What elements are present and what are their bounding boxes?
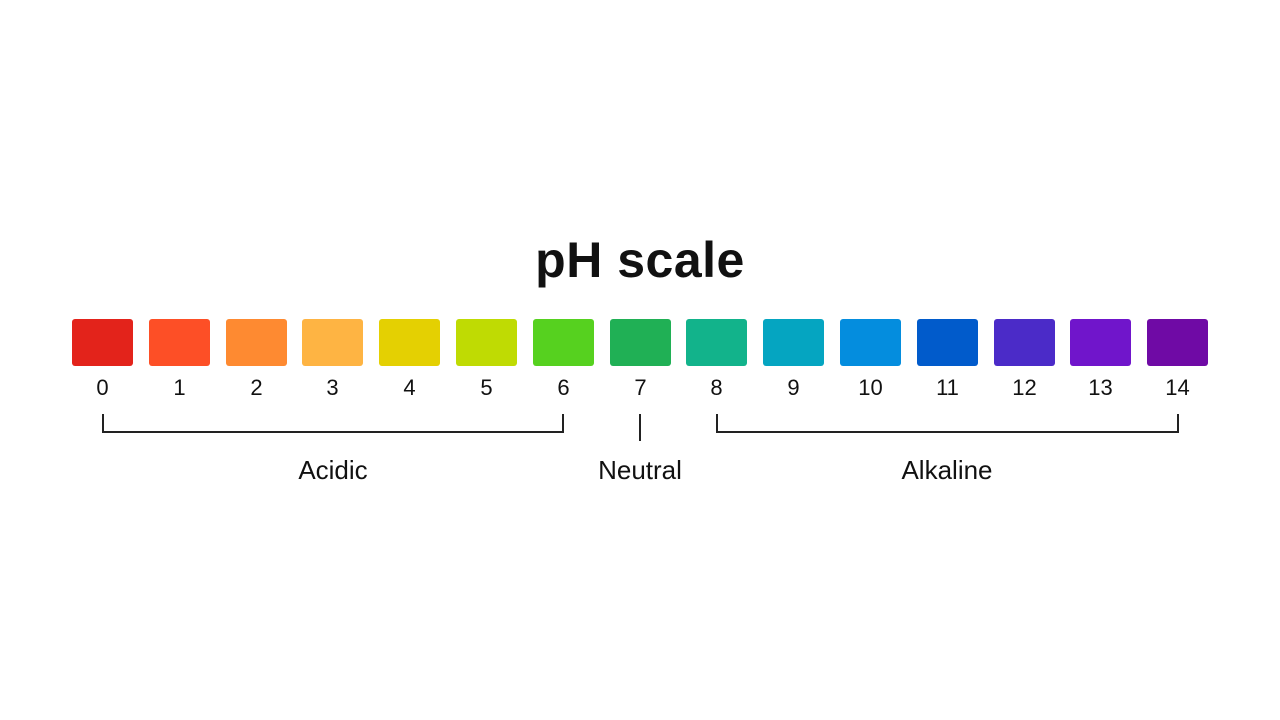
ph-value-label-14: 14 [1165,375,1190,400]
ph-value-label-4: 4 [403,375,416,400]
alkaline-label: Alkaline [901,455,993,485]
ph-swatch-4 [379,319,440,366]
acidic-label: Acidic [298,455,368,485]
ph-swatch-5 [456,319,517,366]
ph-value-label-13: 13 [1088,375,1113,400]
ph-swatch-14 [1147,319,1208,366]
ph-value-label-8: 8 [710,375,723,400]
ph-swatch-1 [149,319,210,366]
ph-swatch-8 [686,319,747,366]
ph-swatch-10 [840,319,901,366]
ph-value-label-6: 6 [557,375,570,400]
ph-value-label-0: 0 [96,375,109,400]
ph-value-label-12: 12 [1012,375,1037,400]
ph-value-label-3: 3 [326,375,339,400]
ph-value-label-1: 1 [173,375,186,400]
ph-swatch-3 [302,319,363,366]
ph-value-label-11: 11 [936,375,959,400]
neutral-marker [639,414,641,441]
acidic-bracket-left-tick [102,414,104,433]
ph-swatch-13 [1070,319,1131,366]
acidic-bracket-right-tick [562,414,564,433]
alkaline-bracket-left-tick [716,414,718,433]
ph-value-label-7: 7 [634,375,647,400]
ph-value-label-5: 5 [480,375,493,400]
ph-swatch-11 [917,319,978,366]
neutral-label: Neutral [598,455,682,485]
alkaline-bracket-bar [716,431,1179,433]
ph-swatch-6 [533,319,594,366]
ph-swatch-2 [226,319,287,366]
ph-value-label-2: 2 [250,375,263,400]
alkaline-bracket-right-tick [1177,414,1179,433]
acidic-bracket-bar [102,431,564,433]
ph-swatch-12 [994,319,1055,366]
ph-swatch-9 [763,319,824,366]
ph-swatch-0 [72,319,133,366]
ph-value-label-10: 10 [858,375,883,400]
ph-swatch-7 [610,319,671,366]
diagram-title: pH scale [535,232,745,288]
ph-value-label-9: 9 [787,375,800,400]
